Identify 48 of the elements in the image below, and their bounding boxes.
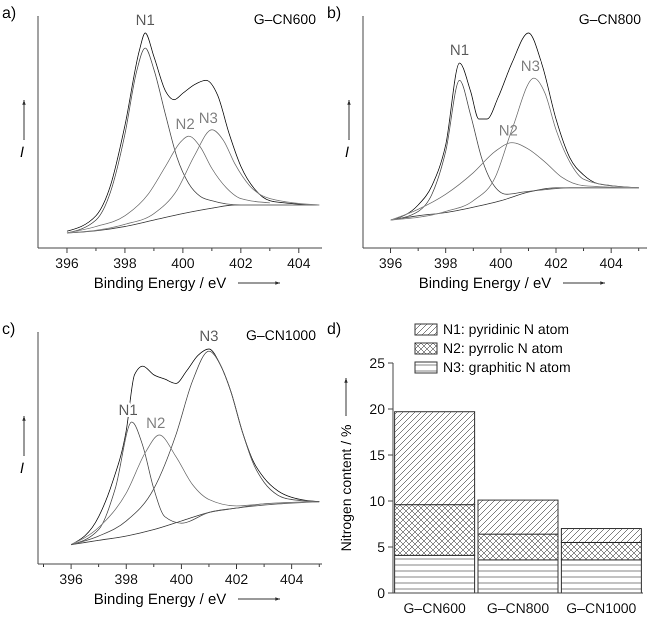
x-tick-label: 402: [229, 255, 253, 271]
x-tick-label: 404: [280, 571, 304, 587]
series-label: N3: [520, 58, 540, 76]
x-tick-label: 398: [434, 255, 458, 271]
x-axis-title: Binding Energy / eV: [94, 591, 226, 608]
x-axis-title: Binding Energy / eV: [94, 275, 226, 292]
series-label: N3: [199, 328, 219, 345]
y-tick-label: 5: [377, 538, 386, 555]
x-tick-label: 400: [170, 571, 194, 587]
y-axis-title: Nitrogen content / %: [338, 424, 354, 552]
x-tick-label: 400: [171, 255, 195, 271]
series-label: N1: [136, 12, 155, 29]
chart-title: a): [2, 5, 16, 22]
x-axis-title: Binding Energy / eV: [418, 275, 552, 292]
series-label: N2: [146, 415, 166, 432]
y-tick-label: 25: [369, 354, 386, 371]
series-label: N1: [450, 42, 470, 60]
x-tick-label: G–CN600: [404, 600, 466, 616]
x-tick-label: 398: [114, 571, 138, 587]
x-tick-label: 404: [599, 255, 624, 271]
y-tick-label: 0: [377, 584, 386, 601]
y-tick-label: 20: [369, 400, 386, 417]
legend-label: N2: pyrrolic N atom: [443, 340, 563, 356]
x-tick-label: G–CN800: [486, 600, 550, 616]
x-tick-label: 404: [287, 255, 311, 271]
y-axis-title: I: [344, 144, 350, 161]
x-tick-label: G–CN1000: [566, 600, 637, 616]
x-tick-label: 396: [59, 571, 83, 587]
x-tick-label: 402: [224, 571, 248, 587]
chart-title: d): [327, 321, 342, 338]
text: G–CN600: [254, 11, 316, 27]
series-label: N3: [198, 110, 218, 127]
legend-label: N3: graphitic N atom: [443, 359, 571, 375]
text: G–CN1000: [246, 327, 316, 343]
y-tick-label: 15: [369, 446, 386, 463]
legend-label: N1: pyridinic N atom: [443, 321, 570, 337]
series-label: N2: [176, 116, 195, 134]
x-tick-label: 396: [378, 255, 402, 271]
x-tick-label: 398: [113, 255, 137, 271]
chart-title: c): [2, 321, 16, 338]
x-tick-label: 400: [489, 255, 513, 271]
x-tick-label: 396: [55, 255, 79, 271]
text: G–CN800: [578, 11, 642, 27]
x-tick-label: 402: [544, 255, 568, 271]
chart-title: b): [327, 5, 342, 22]
y-axis-title: I: [20, 460, 24, 477]
y-tick-label: 10: [369, 492, 386, 509]
y-axis-title: I: [20, 144, 24, 161]
